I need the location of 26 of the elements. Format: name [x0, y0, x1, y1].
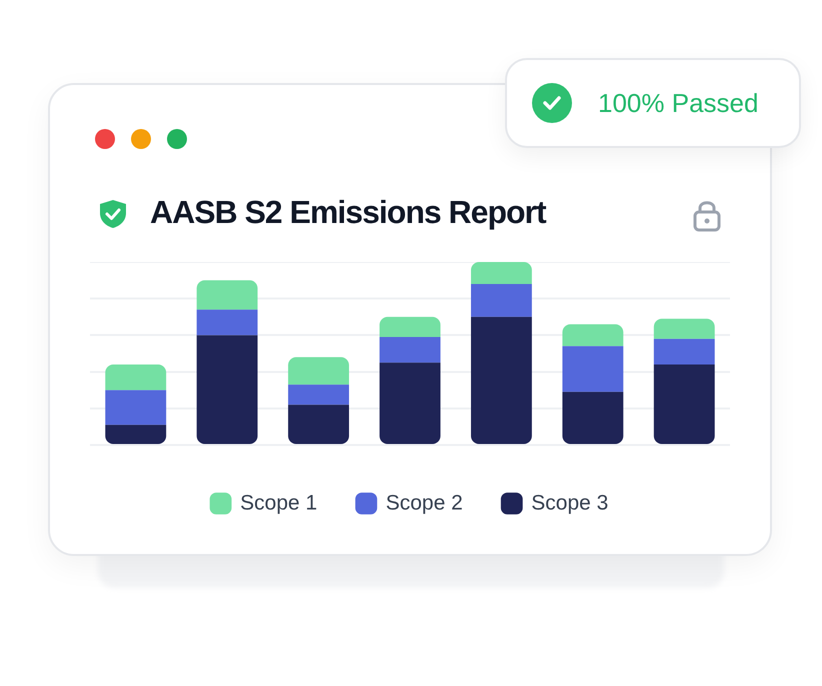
bar — [196, 280, 258, 310]
bar — [288, 384, 350, 405]
chart-title: AASB S2 Emissions Report — [150, 194, 546, 231]
bar — [288, 357, 350, 385]
bar — [654, 318, 715, 339]
bar — [196, 310, 258, 336]
bar — [470, 316, 532, 444]
bar — [105, 390, 166, 425]
legend-label: Scope 2 — [386, 491, 463, 514]
bar — [562, 324, 624, 346]
bar — [288, 404, 350, 444]
legend-label: Scope 1 — [240, 491, 318, 514]
bar — [470, 262, 532, 284]
bar — [562, 346, 624, 392]
bar — [562, 392, 624, 444]
bar — [196, 335, 258, 444]
bar — [105, 364, 166, 390]
text: 100% Passed — [598, 88, 758, 119]
bar — [380, 316, 440, 338]
legend-label: Scope 3 — [531, 491, 608, 514]
bar — [105, 424, 166, 444]
bar — [470, 284, 532, 317]
bar — [380, 362, 440, 444]
bar — [380, 337, 440, 363]
bar — [654, 338, 715, 364]
bar — [654, 364, 715, 444]
